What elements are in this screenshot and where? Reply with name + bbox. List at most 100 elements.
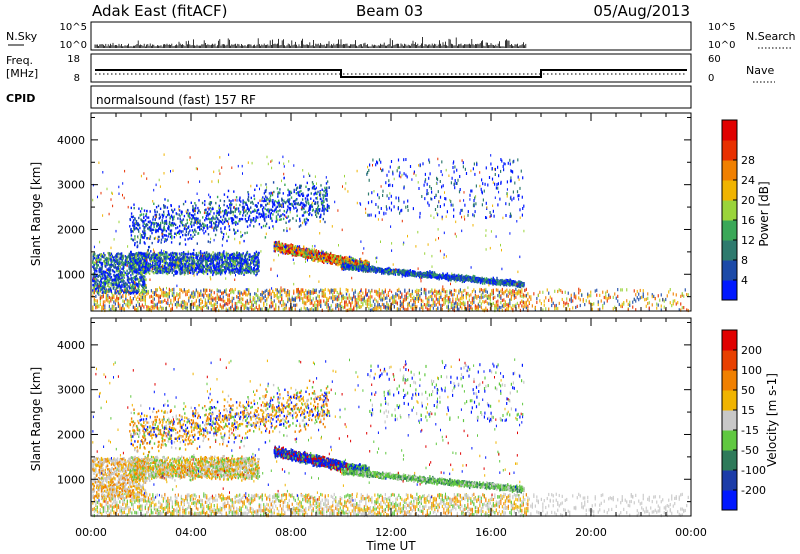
scatter-cell [229, 254, 230, 256]
scatter-cell [478, 295, 479, 298]
scatter-cell [431, 295, 432, 298]
scatter-cell [410, 306, 411, 309]
scatter-cell [434, 301, 435, 304]
scatter-cell [169, 254, 170, 256]
scatter-cell [299, 290, 300, 293]
scatter-cell [419, 297, 420, 300]
scatter-cell [152, 262, 153, 264]
scatter-cell [200, 298, 201, 301]
scatter-cell [448, 298, 449, 301]
scatter-cell [254, 300, 255, 303]
scatter-cell [413, 306, 414, 309]
scatter-cell [178, 293, 179, 296]
scatter-cell [200, 265, 201, 267]
scatter-cell [182, 256, 183, 258]
scatter-cell [125, 298, 126, 301]
scatter-cell [419, 289, 420, 292]
scatter-cell [133, 297, 134, 300]
noise-left-tick-bottom: 10^0 [60, 40, 87, 51]
scatter-cell [269, 289, 270, 292]
scatter-cell [443, 297, 444, 300]
scatter-cell [346, 300, 347, 303]
scatter-cell [145, 253, 146, 255]
scatter-cell [140, 279, 141, 281]
scatter-cell [181, 262, 182, 264]
scatter-cell [110, 299, 111, 302]
scatter-cell [481, 293, 482, 296]
scatter-cell [131, 267, 132, 269]
scatter-cell [117, 262, 118, 264]
scatter-cell [392, 301, 393, 304]
scatter-cell [209, 297, 210, 300]
scatter-cell [167, 273, 168, 275]
scatter-cell [149, 252, 150, 254]
scatter-cell [308, 291, 309, 294]
scatter-cell [151, 289, 152, 292]
scatter-cell [265, 299, 266, 302]
nave-tick-top: 60 [708, 54, 721, 65]
scatter-cell [151, 232, 152, 234]
scatter-cell [461, 297, 462, 300]
scatter-cell [356, 298, 357, 301]
scatter-cell [476, 295, 477, 298]
scatter-cell [104, 263, 105, 265]
scatter-cell [160, 261, 161, 263]
scatter-cell [562, 298, 563, 301]
scatter-cell [100, 269, 101, 271]
scatter-cell [170, 289, 171, 292]
scatter-cell [629, 304, 630, 307]
scatter-cell [120, 285, 121, 287]
scatter-cell [223, 269, 224, 271]
scatter-cell [205, 268, 206, 270]
scatter-cell [313, 292, 314, 295]
scatter-cell [386, 296, 387, 299]
scatter-cell [247, 307, 248, 310]
scatter-cell [677, 301, 678, 304]
scatter-cell [148, 306, 149, 309]
scatter-cell [172, 272, 173, 274]
scatter-cell [451, 304, 452, 307]
scatter-cell [304, 291, 305, 294]
scatter-cell [242, 298, 243, 301]
scatter-cell [299, 296, 300, 299]
scatter-cell [538, 294, 539, 297]
scatter-cell [535, 307, 536, 310]
scatter-cell [248, 302, 249, 305]
scatter-cell [646, 305, 647, 308]
scatter-cell [670, 301, 671, 304]
scatter-cell [113, 300, 114, 303]
scatter-cell [626, 288, 627, 291]
scatter-cell [245, 301, 246, 304]
scatter-cell [106, 260, 107, 262]
scatter-cell [605, 292, 606, 295]
scatter-cell [292, 297, 293, 300]
scatter-cell [170, 259, 171, 261]
scatter-cell [163, 300, 164, 303]
scatter-cell [214, 297, 215, 300]
scatter-cell [352, 288, 353, 291]
scatter-cell [167, 199, 168, 201]
scatter-cell [148, 271, 149, 273]
scatter-cell [257, 294, 258, 297]
scatter-cell [211, 301, 212, 304]
scatter-cell [217, 293, 218, 296]
scatter-cell [157, 303, 158, 306]
scatter-cell [236, 271, 237, 273]
scatter-cell [463, 303, 464, 306]
scatter-cell [599, 294, 600, 297]
noise-right-tick-top: 10^5 [708, 22, 735, 33]
scatter-cell [578, 288, 579, 291]
scatter-cell [308, 295, 309, 298]
scatter-cell [635, 293, 636, 296]
scatter-cell [197, 262, 198, 264]
scatter-cell [98, 261, 99, 263]
scatter-cell [473, 301, 474, 304]
scatter-cell [413, 303, 414, 306]
scatter-cell [140, 214, 141, 216]
scatter-cell [152, 291, 153, 294]
scatter-cell [301, 297, 302, 300]
scatter-cell [205, 230, 206, 232]
scatter-cell [241, 254, 242, 256]
scatter-cell [608, 294, 609, 297]
scatter-cell [446, 294, 447, 297]
